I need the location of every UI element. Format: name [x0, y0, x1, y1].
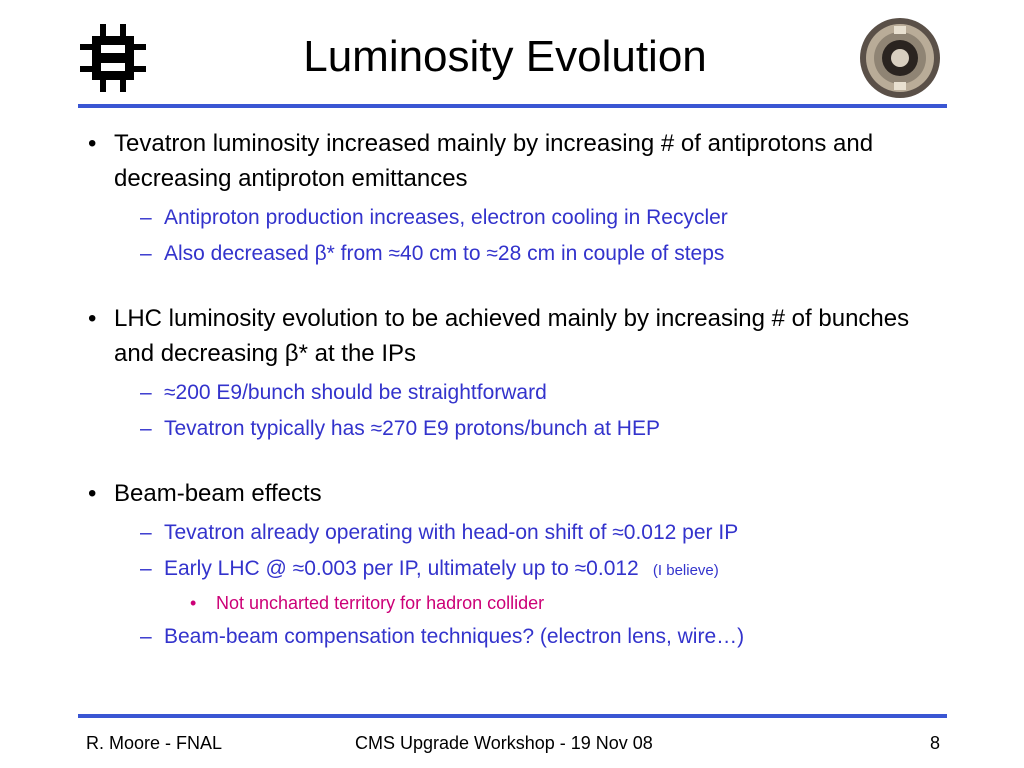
sub-bullet: – Early LHC @ ≈0.003 per IP, ultimately … — [88, 555, 948, 585]
bullet-beam-beam: • Beam-beam effects — [88, 476, 948, 511]
beam-pipe-photo-icon — [858, 16, 942, 100]
bullet-lhc: • LHC luminosity evolution to be achieve… — [88, 301, 948, 371]
bullet-marker: • — [88, 480, 97, 507]
sub-bullet-text: Tevatron typically has ≈270 E9 protons/b… — [164, 417, 660, 440]
sub-bullet: – Tevatron already operating with head-o… — [88, 519, 948, 547]
bullet-text: Beam-beam effects — [114, 480, 322, 507]
sub-bullet: – Antiproton production increases, elect… — [88, 204, 948, 232]
dash-marker: – — [140, 625, 152, 648]
dash-marker: – — [140, 381, 152, 404]
bullet-text: LHC luminosity evolution to be achieved … — [114, 305, 910, 367]
dash-marker: – — [140, 557, 152, 580]
footer-rule — [78, 714, 947, 718]
sub-bullet-text: Beam-beam compensation techniques? (elec… — [164, 625, 745, 648]
bullet-marker: • — [88, 305, 97, 332]
dash-marker: – — [140, 206, 152, 229]
slide-body: • Tevatron luminosity increased mainly b… — [88, 126, 948, 651]
sub-bullet-note: (I believe) — [644, 562, 719, 579]
sub-bullet: – Beam-beam compensation techniques? (el… — [88, 623, 948, 651]
slide-title: Luminosity Evolution — [303, 32, 707, 81]
dash-marker: – — [140, 521, 152, 544]
sub-bullet-text: Early LHC @ ≈0.003 per IP, ultimately up… — [164, 557, 639, 580]
sub-bullet-text: Tevatron already operating with head-on … — [164, 521, 739, 544]
bullet-marker: • — [190, 593, 197, 613]
fermilab-logo-icon — [78, 22, 148, 94]
sub-bullet-text: ≈200 E9/bunch should be straightforward — [164, 381, 547, 404]
sub-bullet: – Tevatron typically has ≈270 E9 protons… — [88, 415, 948, 443]
sub-bullet-text: Also decreased β* from ≈40 cm to ≈28 cm … — [164, 242, 725, 265]
dash-marker: – — [140, 417, 152, 440]
bullet-text: Tevatron luminosity increased mainly by … — [114, 130, 874, 192]
header-rule — [78, 104, 947, 108]
footer-event: CMS Upgrade Workshop - 19 Nov 08 — [355, 733, 653, 753]
bullet-tevatron: • Tevatron luminosity increased mainly b… — [88, 126, 948, 196]
footer-author: R. Moore - FNAL — [86, 733, 223, 753]
sub-sub-bullet: • Not uncharted territory for hadron col… — [88, 591, 948, 615]
sub-bullet-text: Antiproton production increases, electro… — [164, 206, 728, 229]
sub-bullet: – ≈200 E9/bunch should be straightforwar… — [88, 379, 948, 407]
sub-sub-bullet-text: Not uncharted territory for hadron colli… — [216, 593, 545, 613]
page-number: 8 — [929, 733, 940, 753]
bullet-marker: • — [88, 130, 97, 157]
dash-marker: – — [140, 242, 152, 265]
sub-bullet: – Also decreased β* from ≈40 cm to ≈28 c… — [88, 240, 948, 268]
